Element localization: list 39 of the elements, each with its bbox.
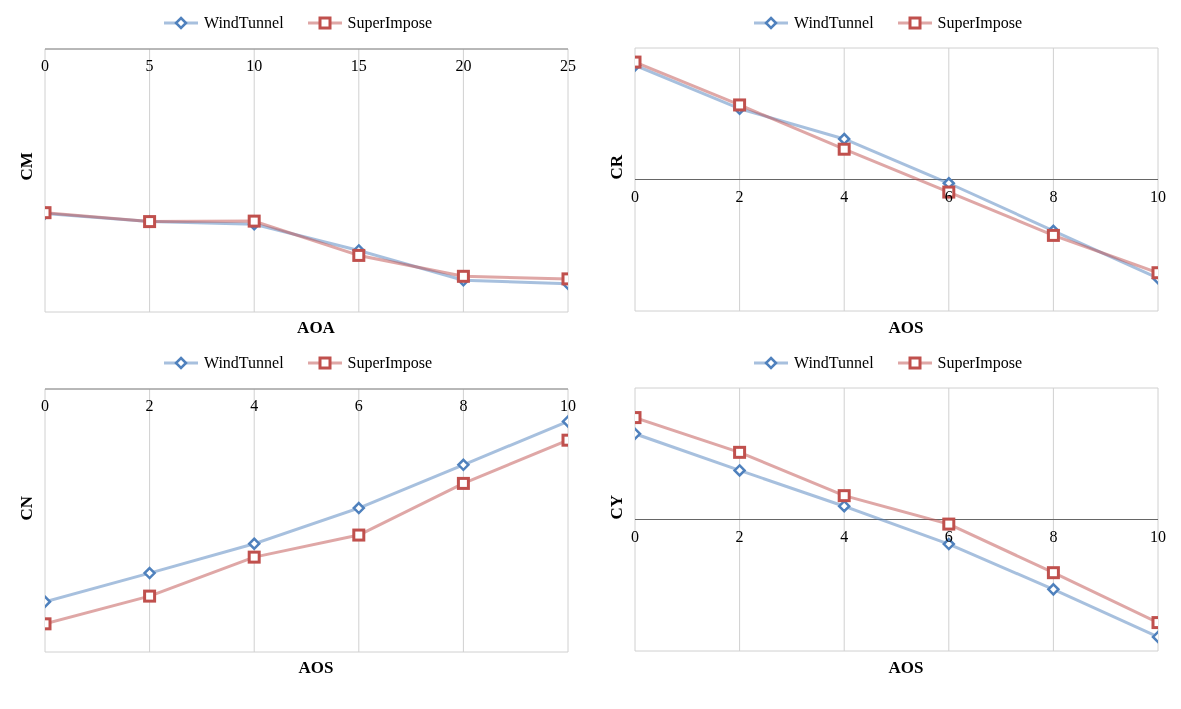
x-tick-label: 0: [41, 57, 49, 74]
x-axis-title: AOS: [887, 658, 925, 679]
x-tick-label: 10: [1150, 187, 1166, 205]
x-tick-label: 0: [631, 187, 639, 205]
legend-label: WindTunnel: [203, 14, 284, 32]
x-tick-label: 8: [1049, 527, 1058, 545]
x-tick-label: 6: [944, 187, 953, 205]
y-axis-title: CN: [17, 495, 37, 521]
x-axis-title: AOS: [297, 658, 335, 679]
x-tick-label: 5: [145, 57, 154, 74]
x-tick-label: 2: [735, 187, 744, 205]
x-tick-label: 2: [145, 397, 154, 414]
x-tick-label: 4: [250, 397, 259, 414]
x-tick-label: 0: [631, 527, 639, 545]
x-tick-label: 10: [560, 397, 576, 414]
x-tick-label: 15: [350, 57, 367, 74]
x-axis-title: AOS: [887, 318, 925, 339]
x-tick-label: 20: [455, 57, 472, 74]
y-axis-title: CM: [17, 152, 37, 181]
x-axis-title: AOA: [296, 318, 336, 339]
x-tick-label: 0: [41, 397, 49, 414]
x-tick-label: 25: [560, 57, 576, 74]
legend-label: WindTunnel: [793, 354, 874, 372]
x-tick-label: 8: [459, 397, 468, 414]
legend-label: SuperImpose: [937, 354, 1023, 372]
legend-label: WindTunnel: [203, 354, 284, 372]
x-tick-label: 10: [1150, 527, 1166, 545]
legend-label: SuperImpose: [937, 14, 1023, 32]
x-tick-label: 4: [840, 187, 849, 205]
x-tick-label: 4: [840, 527, 849, 545]
x-tick-label: 8: [1049, 187, 1058, 205]
x-tick-label: 10: [246, 57, 263, 74]
y-axis-title: CY: [607, 494, 627, 520]
x-tick-label: 6: [354, 397, 363, 414]
x-tick-label: 2: [735, 527, 744, 545]
legend-label: WindTunnel: [793, 14, 874, 32]
y-axis-title: CR: [607, 154, 627, 180]
legend-label: SuperImpose: [347, 14, 433, 32]
legend-label: SuperImpose: [347, 354, 433, 372]
